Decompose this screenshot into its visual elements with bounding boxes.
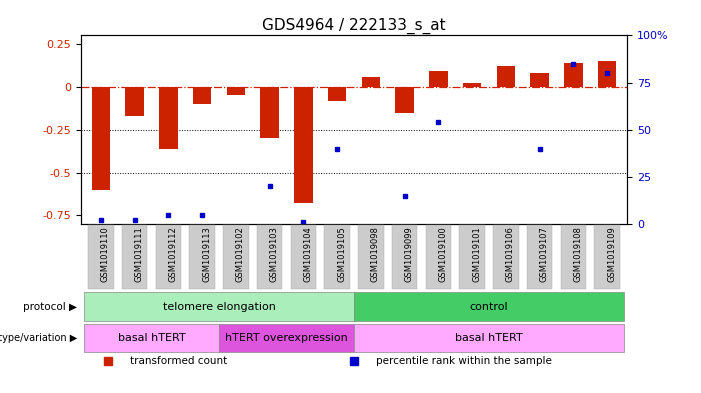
Bar: [395, 87, 414, 112]
FancyBboxPatch shape: [392, 225, 417, 290]
FancyBboxPatch shape: [459, 225, 485, 290]
Text: telomere elongation: telomere elongation: [163, 301, 275, 312]
Bar: [226, 87, 245, 95]
Title: GDS4964 / 222133_s_at: GDS4964 / 222133_s_at: [262, 18, 446, 34]
FancyBboxPatch shape: [156, 225, 181, 290]
Bar: [463, 83, 482, 87]
Bar: [328, 87, 346, 101]
Text: GSM1019110: GSM1019110: [101, 226, 110, 282]
Text: GSM1019113: GSM1019113: [202, 226, 211, 282]
Text: GSM1019109: GSM1019109: [607, 226, 616, 282]
Bar: [260, 87, 279, 138]
Bar: [193, 87, 212, 104]
Text: GSM1019112: GSM1019112: [168, 226, 177, 282]
Text: GSM1019111: GSM1019111: [135, 226, 144, 282]
Text: GSM1019102: GSM1019102: [236, 226, 245, 282]
Text: protocol ▶: protocol ▶: [23, 301, 77, 312]
Text: GSM1019101: GSM1019101: [472, 226, 481, 282]
Bar: [429, 72, 448, 87]
FancyBboxPatch shape: [494, 225, 519, 290]
Text: genotype/variation ▶: genotype/variation ▶: [0, 333, 77, 343]
Text: GSM1019099: GSM1019099: [404, 226, 414, 282]
FancyBboxPatch shape: [84, 324, 219, 352]
FancyBboxPatch shape: [223, 225, 249, 290]
FancyBboxPatch shape: [354, 292, 624, 321]
FancyBboxPatch shape: [88, 225, 114, 290]
FancyBboxPatch shape: [358, 225, 383, 290]
Text: GSM1019100: GSM1019100: [438, 226, 447, 282]
Text: hTERT overexpression: hTERT overexpression: [225, 333, 348, 343]
Text: GSM1019106: GSM1019106: [506, 226, 515, 282]
FancyBboxPatch shape: [291, 225, 316, 290]
FancyBboxPatch shape: [84, 292, 354, 321]
Text: GSM1019103: GSM1019103: [270, 226, 278, 282]
FancyBboxPatch shape: [219, 324, 354, 352]
Bar: [92, 87, 110, 190]
Bar: [531, 73, 549, 87]
Text: transformed count: transformed count: [130, 356, 227, 366]
FancyBboxPatch shape: [354, 324, 624, 352]
FancyBboxPatch shape: [122, 225, 147, 290]
Bar: [125, 87, 144, 116]
Text: control: control: [470, 301, 508, 312]
FancyBboxPatch shape: [325, 225, 350, 290]
Bar: [598, 61, 616, 87]
Text: GSM1019104: GSM1019104: [304, 226, 313, 282]
FancyBboxPatch shape: [189, 225, 215, 290]
Bar: [294, 87, 313, 204]
Text: GSM1019108: GSM1019108: [573, 226, 583, 282]
FancyBboxPatch shape: [257, 225, 283, 290]
Text: GSM1019105: GSM1019105: [337, 226, 346, 282]
FancyBboxPatch shape: [527, 225, 552, 290]
Bar: [362, 77, 380, 87]
Text: percentile rank within the sample: percentile rank within the sample: [376, 356, 552, 366]
FancyBboxPatch shape: [594, 225, 620, 290]
Bar: [564, 63, 583, 87]
FancyBboxPatch shape: [426, 225, 451, 290]
Bar: [159, 87, 177, 149]
Text: basal hTERT: basal hTERT: [118, 333, 185, 343]
Text: GSM1019107: GSM1019107: [540, 226, 549, 282]
Text: GSM1019098: GSM1019098: [371, 226, 380, 282]
Bar: [496, 66, 515, 87]
FancyBboxPatch shape: [561, 225, 586, 290]
Text: basal hTERT: basal hTERT: [455, 333, 523, 343]
